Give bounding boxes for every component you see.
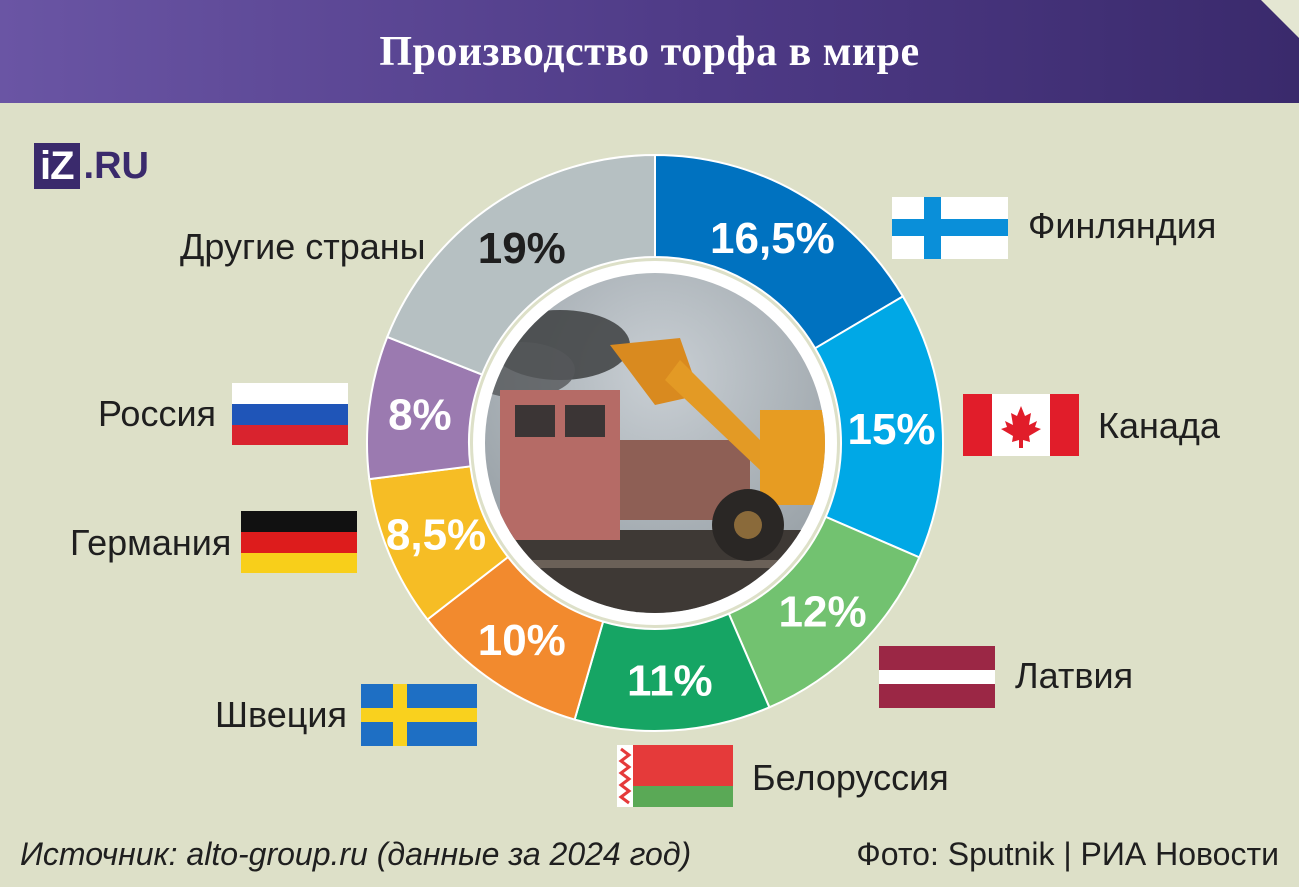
label-finland: Финляндия bbox=[1028, 205, 1217, 246]
label-belarus: Белоруссия bbox=[752, 757, 949, 798]
slice-label-3: 11% bbox=[627, 657, 713, 706]
slice-label-4: 10% bbox=[478, 616, 566, 665]
label-germany: Германия bbox=[70, 522, 232, 563]
latvia-flag-icon bbox=[879, 646, 995, 708]
label-other: Другие страны bbox=[180, 226, 426, 267]
label-latvia: Латвия bbox=[1015, 655, 1134, 696]
loader-hub bbox=[734, 511, 762, 539]
loader-cab bbox=[760, 410, 825, 505]
page-title: Производство торфа в мире bbox=[379, 28, 920, 75]
locomotive-window-2 bbox=[565, 405, 605, 437]
slice-0[interactable] bbox=[654, 153, 905, 350]
header-banner: Производство торфа в мире bbox=[0, 0, 1299, 103]
logo-suffix: .RU bbox=[83, 144, 149, 187]
slice-7[interactable] bbox=[385, 153, 656, 376]
slice-label-0: 16,5% bbox=[710, 214, 835, 263]
germany-flag-icon bbox=[241, 511, 357, 573]
locomotive-window bbox=[515, 405, 555, 437]
photo-credit: Фото: Sputnik | РИА Новости bbox=[856, 836, 1279, 872]
logo-mark: iZ bbox=[34, 143, 80, 189]
loader-arm bbox=[665, 360, 770, 470]
label-russia: Россия bbox=[98, 393, 217, 434]
label-canada: Канада bbox=[1098, 405, 1220, 446]
label-sweden: Швеция bbox=[215, 694, 347, 735]
source-note: Источник: alto-group.ru (данные за 2024 … bbox=[20, 836, 692, 872]
belarus-flag-icon bbox=[617, 745, 733, 807]
page-corner-fold bbox=[1261, 0, 1299, 38]
canada-flag-icon bbox=[963, 394, 1079, 456]
slice-label-2: 12% bbox=[779, 588, 867, 637]
center-photo bbox=[473, 261, 837, 625]
slice-label-1: 15% bbox=[847, 405, 935, 454]
russia-flag-icon bbox=[232, 383, 348, 445]
slice-label-5: 8,5% bbox=[386, 511, 486, 560]
rail-track bbox=[485, 560, 825, 568]
slice-label-6: 8% bbox=[388, 390, 452, 439]
iz-ru-logo[interactable]: iZ .RU bbox=[34, 143, 149, 189]
slice-label-7: 19% bbox=[478, 224, 566, 273]
finland-flag-icon bbox=[892, 197, 1008, 259]
sweden-flag-icon bbox=[361, 684, 477, 746]
